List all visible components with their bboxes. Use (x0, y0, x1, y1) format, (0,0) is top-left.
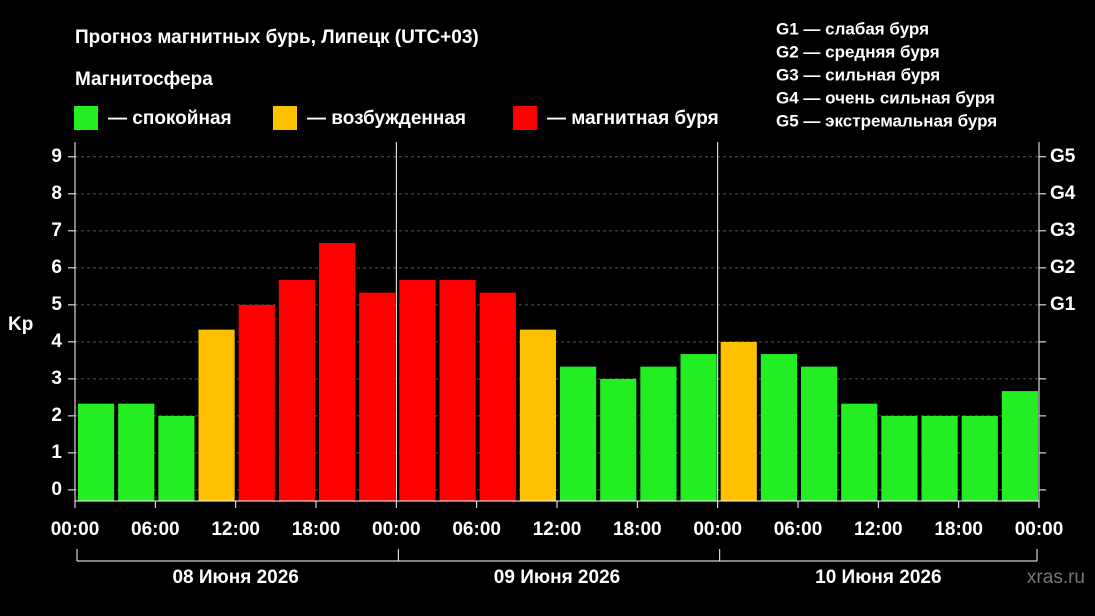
bar (961, 415, 998, 501)
storm-scale-item: G2 — средняя буря (776, 42, 940, 61)
bar (720, 341, 757, 501)
bar (841, 403, 878, 501)
x-tick-label: 12:00 (211, 519, 260, 540)
legend-swatch (273, 106, 297, 130)
x-tick-label: 18:00 (934, 519, 983, 540)
bar (439, 280, 476, 501)
legend-swatch (513, 106, 537, 130)
y-tick-label: 1 (51, 442, 62, 463)
bar (680, 354, 717, 501)
bar (881, 415, 918, 501)
bar (640, 366, 677, 501)
y-tick-label: 8 (51, 183, 62, 204)
y-tick-label: 9 (51, 146, 62, 167)
y2-tick-label: G5 (1050, 146, 1076, 167)
bar (399, 280, 436, 501)
x-tick-label: 06:00 (131, 519, 180, 540)
day-label: 09 Июня 2026 (494, 567, 620, 588)
y-tick-label: 6 (51, 257, 62, 278)
bar (1001, 391, 1038, 501)
storm-scale-item: G1 — слабая буря (776, 19, 929, 38)
storm-scale-item: G3 — сильная буря (776, 65, 940, 84)
x-tick-label: 12:00 (854, 519, 903, 540)
y-tick-label: 0 (51, 479, 62, 500)
y-axis-label: Kp (8, 314, 33, 335)
bar (479, 292, 516, 501)
bar (801, 366, 838, 501)
day-label: 10 Июня 2026 (815, 567, 941, 588)
legend-title: Магнитосфера (75, 69, 213, 90)
x-tick-label: 00:00 (1015, 519, 1064, 540)
legend-label: — возбужденная (307, 108, 466, 129)
x-tick-label: 12:00 (533, 519, 582, 540)
legend-swatch (74, 106, 98, 130)
bar (198, 329, 235, 501)
bar (238, 304, 275, 501)
storm-scale-item: G4 — очень сильная буря (776, 88, 995, 107)
y-tick-label: 7 (51, 220, 62, 241)
y2-tick-label: G1 (1050, 294, 1076, 315)
x-tick-label: 06:00 (452, 519, 501, 540)
bar (600, 378, 637, 501)
legend-label: — спокойная (108, 108, 232, 129)
x-tick-label: 18:00 (613, 519, 662, 540)
x-tick-label: 00:00 (372, 519, 421, 540)
y2-tick-label: G2 (1050, 257, 1075, 278)
x-tick-label: 18:00 (292, 519, 341, 540)
y-tick-label: 4 (51, 331, 62, 352)
x-tick-label: 00:00 (51, 519, 100, 540)
bar (118, 403, 155, 501)
bar (278, 280, 315, 501)
y-tick-label: 5 (51, 294, 62, 315)
bar (760, 354, 797, 501)
bar (158, 415, 195, 501)
bar (359, 292, 396, 501)
bar (921, 415, 958, 501)
y2-tick-label: G4 (1050, 183, 1076, 204)
bar (78, 403, 115, 501)
x-tick-label: 06:00 (774, 519, 823, 540)
bar (519, 329, 556, 501)
chart-title: Прогноз магнитных бурь, Липецк (UTC+03) (75, 27, 479, 48)
y-tick-label: 2 (51, 405, 62, 426)
y2-tick-label: G3 (1050, 220, 1075, 241)
x-tick-label: 00:00 (693, 519, 742, 540)
storm-scale-item: G5 — экстремальная буря (776, 111, 997, 130)
legend-label: — магнитная буря (547, 108, 719, 129)
y-tick-label: 3 (51, 368, 62, 389)
watermark: xras.ru (1027, 567, 1085, 588)
bar (319, 243, 356, 501)
day-label: 08 Июня 2026 (172, 567, 298, 588)
bar (560, 366, 597, 501)
